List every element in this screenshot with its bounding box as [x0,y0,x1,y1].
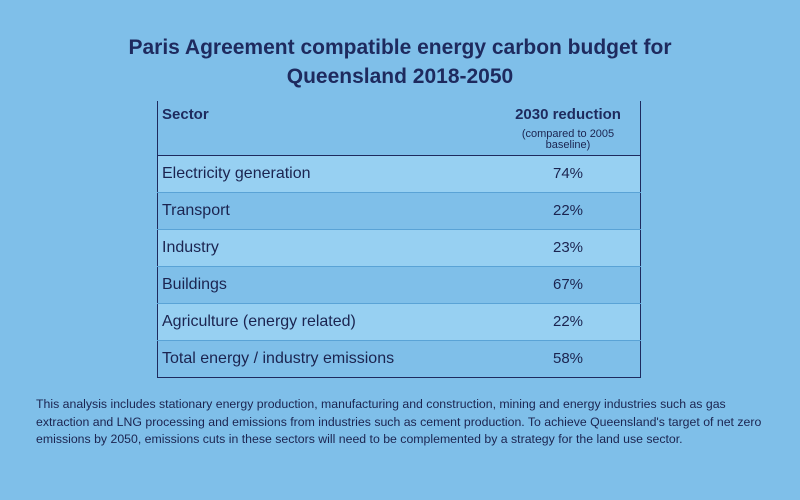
table-row: Electricity generation 74% [157,155,641,192]
carbon-budget-table: Sector 2030 reduction (compared to 2005 … [157,101,641,378]
header-reduction-note: (compared to 2005 baseline) [521,128,615,151]
table-row: Total energy / industry emissions 58% [157,340,641,377]
reduction-cell: 23% [552,239,584,256]
table-row: Transport 22% [157,192,641,229]
table-row: Agriculture (energy related) 22% [157,303,641,340]
page-title: Paris Agreement compatible energy carbon… [0,33,800,91]
sector-cell: Agriculture (energy related) [162,312,356,330]
reduction-cell: 22% [552,313,584,330]
table-row: Industry 23% [157,229,641,266]
sector-cell: Industry [162,238,219,256]
table-header-row: Sector 2030 reduction (compared to 2005 … [157,101,641,155]
table-row: Buildings 67% [157,266,641,303]
reduction-cell: 22% [552,202,584,219]
reduction-cell: 67% [552,276,584,293]
sector-cell: Buildings [162,275,227,293]
sector-cell: Electricity generation [162,164,311,182]
footnote: This analysis includes stationary energy… [36,397,762,446]
reduction-cell: 58% [552,350,584,367]
header-sector: Sector [162,106,209,123]
sector-cell: Transport [162,201,230,219]
header-reduction-label: 2030 reduction [515,106,621,123]
header-reduction: 2030 reduction (compared to 2005 baselin… [496,101,641,155]
title-line-2: Queensland 2018-2050 [286,65,514,88]
title-line-1: Paris Agreement compatible energy carbon… [128,36,672,59]
reduction-cell: 74% [552,165,584,182]
sector-cell: Total energy / industry emissions [162,349,395,367]
